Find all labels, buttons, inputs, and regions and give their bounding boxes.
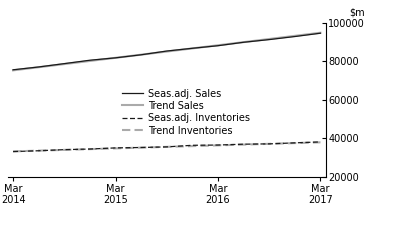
Text: $m: $m (349, 7, 364, 17)
Legend: Seas.adj. Sales, Trend Sales, Seas.adj. Inventories, Trend Inventories: Seas.adj. Sales, Trend Sales, Seas.adj. … (120, 87, 252, 138)
